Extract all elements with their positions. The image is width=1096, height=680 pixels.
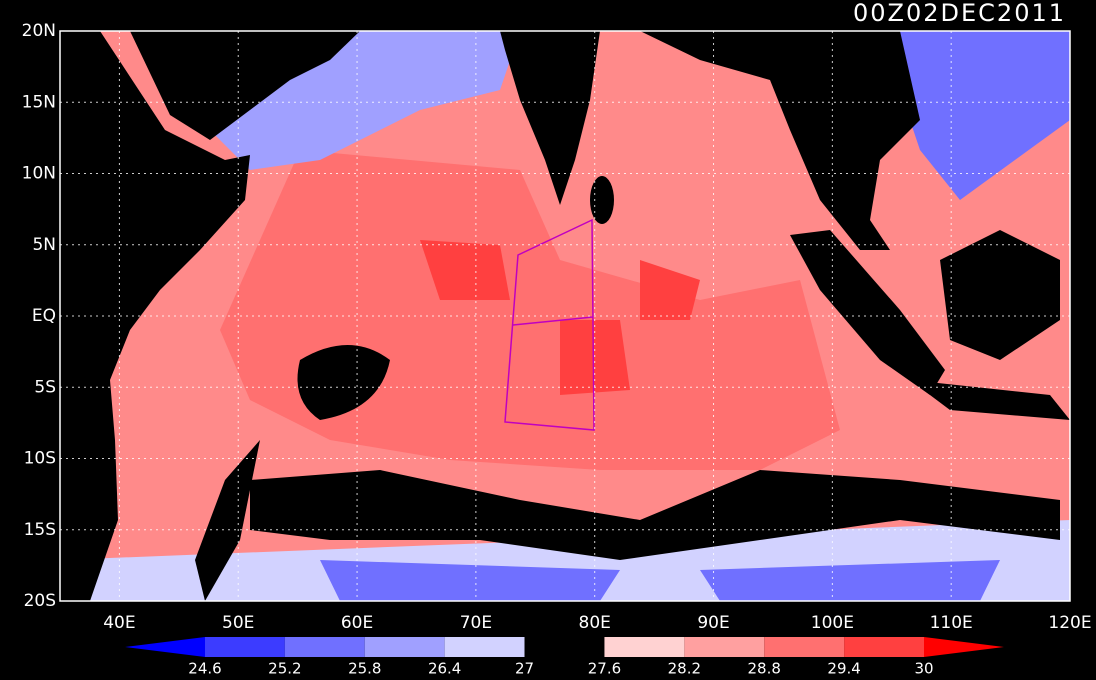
region-box (504, 218, 595, 431)
lat-label: 15S (24, 520, 56, 540)
colorbar-label: 30 (914, 660, 933, 678)
colorbar-arrow-high (924, 637, 1004, 657)
lat-label: 5S (34, 377, 56, 397)
colorbar-label: 24.6 (188, 660, 221, 678)
land-borneo (940, 230, 1060, 360)
colorbar-bin (764, 637, 845, 657)
land-indochina (640, 31, 920, 250)
cool-core (320, 560, 1000, 601)
colorbar-bin (284, 637, 365, 657)
grid (60, 31, 1070, 601)
lon-label: 100E (811, 613, 854, 633)
land-africa (60, 31, 250, 601)
colorbar-label: 28.8 (748, 660, 781, 678)
lat-label: 10N (22, 164, 56, 184)
land-arabia (130, 31, 360, 140)
land-india (500, 31, 600, 205)
land-madagascar (195, 440, 260, 601)
cool-band (250, 470, 1060, 560)
lat-label: 5N (32, 235, 56, 255)
lon-label: 80E (579, 613, 611, 633)
lon-label: 120E (1048, 613, 1091, 633)
colorbar-bin (844, 637, 924, 657)
lon-label: 110E (930, 613, 973, 633)
lon-label: 40E (103, 613, 135, 633)
cool-northeast (880, 31, 1070, 200)
lat-label: 20S (24, 591, 56, 611)
colorbar-label: 26.4 (428, 660, 461, 678)
lat-label: 20N (22, 21, 56, 41)
frame (59, 30, 1071, 602)
map-title: 00Z02DEC2011 (853, 0, 1066, 27)
land-java (910, 380, 1070, 420)
lat-label: EQ (32, 306, 56, 326)
colorbar-label: 27.6 (588, 660, 621, 678)
colorbar-label: 27 (515, 660, 534, 678)
lon-label: 60E (341, 613, 373, 633)
colorbar-bin (364, 637, 445, 657)
colorbar-bin (444, 637, 525, 657)
colorbar-label: 25.8 (348, 660, 381, 678)
lat-label: 10S (24, 449, 56, 469)
colorbar-label: 29.4 (827, 660, 860, 678)
lat-label: 15N (22, 92, 56, 112)
colorbar-arrow-low (125, 637, 205, 657)
warm-core (420, 240, 700, 395)
land-sri-lanka (590, 176, 614, 224)
colorbar: 24.6 25.2 25.8 26.4 27 27.6 28.2 28.8 29.4 30 (125, 637, 1004, 678)
colorbar-bin (684, 637, 765, 657)
land-sumatra (790, 230, 945, 395)
colorbar-bin (524, 637, 605, 657)
lon-label: 50E (222, 613, 254, 633)
lon-label: 70E (460, 613, 492, 633)
lon-label: 90E (697, 613, 729, 633)
colorbar-bin (604, 637, 685, 657)
colorbar-bin (205, 637, 285, 657)
colorbar-label: 28.2 (668, 660, 701, 678)
cool-patch (297, 345, 390, 420)
map-field (60, 31, 1070, 601)
colorbar-label: 25.2 (268, 660, 301, 678)
